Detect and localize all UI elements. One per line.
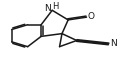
Text: H: H [52, 2, 58, 11]
Text: O: O [87, 12, 94, 21]
Text: N: N [110, 39, 117, 48]
Text: N: N [45, 4, 51, 13]
